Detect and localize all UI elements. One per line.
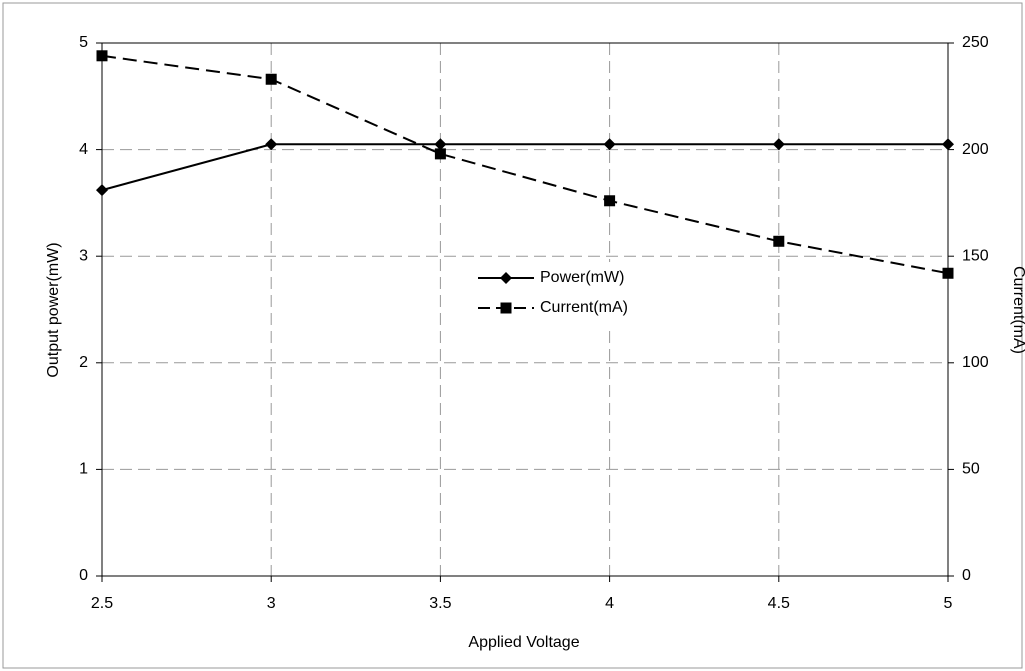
y-tick-label: 5 — [79, 34, 88, 51]
data-point — [96, 50, 108, 62]
data-point — [434, 148, 446, 160]
y-tick-label: 4 — [79, 141, 88, 158]
data-point — [265, 73, 277, 85]
x-axis-label: Applied Voltage — [468, 634, 579, 651]
x-tick-label: 3 — [267, 595, 276, 612]
data-point — [942, 138, 954, 151]
y2-tick-label: 0 — [962, 567, 971, 584]
series-line — [101, 143, 948, 192]
y2-tick-label: 50 — [962, 461, 980, 478]
y-tick-label: 2 — [79, 354, 88, 371]
x-tick-label: 3.5 — [429, 595, 451, 612]
legend-label: Power(mW) — [540, 269, 624, 286]
x-tick-label: 4 — [605, 595, 614, 612]
y-tick-label: 0 — [79, 567, 88, 584]
x-tick-label: 2.5 — [91, 595, 113, 612]
plot-area — [101, 42, 949, 577]
data-point — [604, 195, 616, 207]
data-point — [434, 138, 447, 151]
y-tick-label: 1 — [79, 461, 88, 478]
y-tick-label: 3 — [79, 247, 88, 264]
legend-label: Current(mA) — [540, 299, 628, 316]
data-point — [265, 138, 278, 151]
data-point — [942, 267, 954, 279]
y2-axis-label: Current(mA) — [1010, 266, 1025, 354]
legend-marker — [500, 272, 512, 284]
legend — [470, 262, 660, 325]
series-line — [101, 54, 949, 275]
data-point — [96, 184, 108, 197]
y2-tick-label: 250 — [962, 34, 989, 51]
y2-tick-label: 150 — [962, 247, 989, 264]
x-tick-label: 5 — [944, 595, 953, 612]
legend-marker — [500, 302, 512, 314]
data-point — [603, 138, 616, 151]
data-point — [772, 138, 785, 151]
data-point — [773, 235, 785, 247]
y-axis-label: Output power(mW) — [45, 242, 62, 377]
y2-tick-label: 100 — [962, 354, 989, 371]
y2-tick-label: 200 — [962, 141, 989, 158]
x-tick-label: 4.5 — [768, 595, 790, 612]
